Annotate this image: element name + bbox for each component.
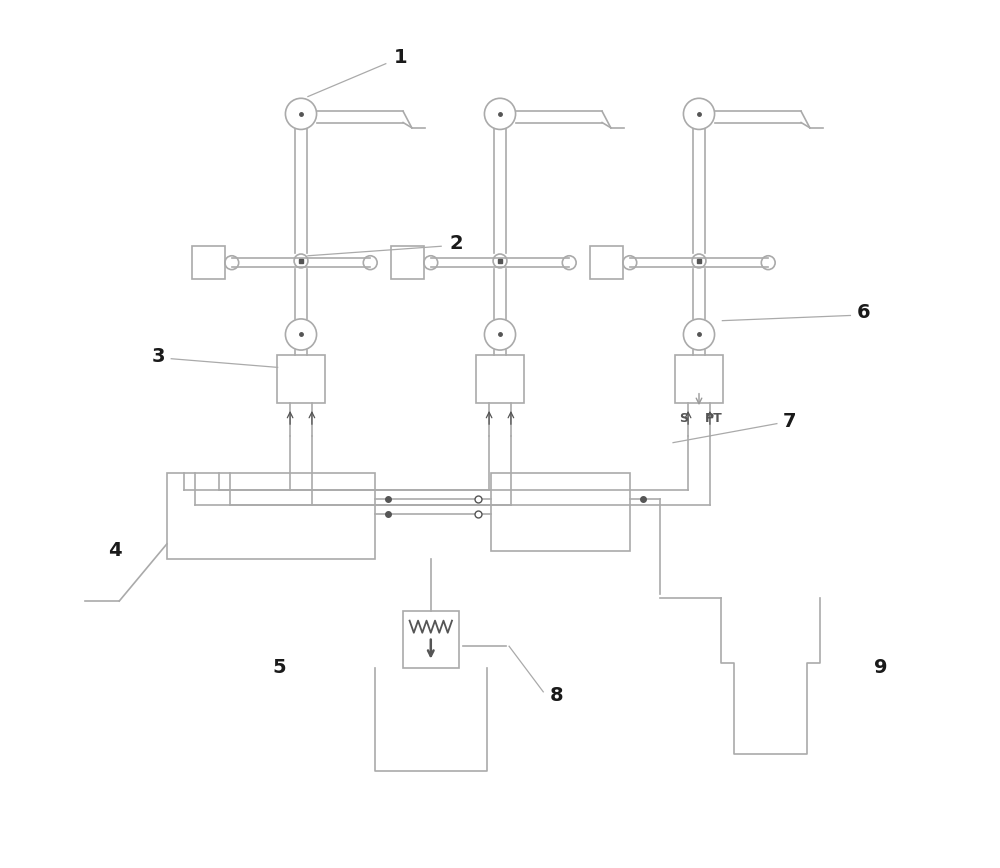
Text: 1: 1 — [394, 48, 407, 67]
Bar — [277, 355, 325, 403]
Text: 5: 5 — [273, 658, 286, 677]
Bar — [590, 247, 623, 279]
Text: 9: 9 — [874, 658, 887, 677]
Text: PT: PT — [705, 412, 723, 425]
Bar — [167, 473, 375, 560]
Bar — [403, 611, 459, 667]
Bar — [192, 247, 225, 279]
Text: 8: 8 — [549, 686, 563, 705]
Text: 3: 3 — [151, 346, 165, 365]
Bar — [391, 247, 424, 279]
Text: 2: 2 — [450, 234, 464, 253]
Bar — [491, 473, 630, 551]
Text: S: S — [679, 412, 688, 425]
Text: 7: 7 — [783, 411, 797, 431]
Text: 6: 6 — [857, 304, 870, 322]
Text: 4: 4 — [108, 542, 122, 561]
Bar — [476, 355, 524, 403]
Bar — [675, 355, 723, 403]
